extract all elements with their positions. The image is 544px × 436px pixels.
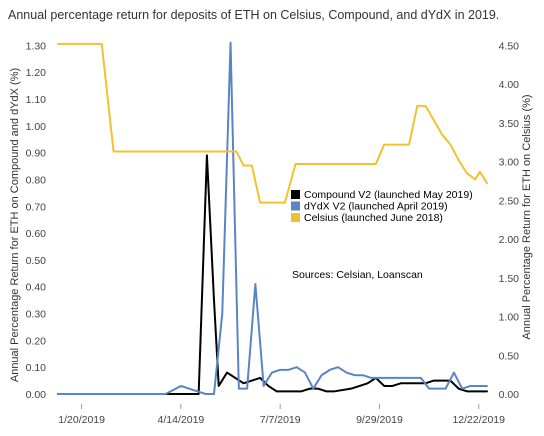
y-right-tick-label: 3.50 <box>499 118 520 130</box>
y-left-tick-label: 1.00 <box>26 121 47 133</box>
y-right-tick-label: 1.00 <box>499 312 520 324</box>
y-right-tick-label: 3.00 <box>499 157 520 169</box>
y-right-tick-label: 0.00 <box>499 389 520 401</box>
source-annotation: Sources: Celsian, Loanscan <box>292 269 423 281</box>
y-left-tick-label: 0.90 <box>26 148 47 160</box>
x-tick-label: 9/29/2019 <box>356 414 403 426</box>
x-tick-label: 4/14/2019 <box>158 414 205 426</box>
chart-title: Annual percentage return for deposits of… <box>8 8 500 22</box>
legend-swatch <box>291 201 300 211</box>
legend-swatch <box>291 190 300 199</box>
x-tick-label: 1/20/2019 <box>58 414 105 426</box>
y-right-tick-label: 4.50 <box>499 40 520 52</box>
x-tick-label: 12/22/2019 <box>452 414 505 426</box>
y-left-tick-label: 0.40 <box>26 282 47 294</box>
y-left-axis-title: Annual Percentage Return for ETH on Comp… <box>9 68 21 382</box>
legend-label: Compound V2 (launched May 2019) <box>304 189 473 201</box>
y-left-tick-label: 0.80 <box>26 174 47 186</box>
y-left-tick-label: 0.20 <box>26 335 47 347</box>
legend-label: dYdX V2 (launched April 2019) <box>304 201 448 213</box>
y-left-tick-label: 0.10 <box>26 362 47 374</box>
x-tick-label: 7/7/2019 <box>260 414 301 426</box>
y-right-tick-label: 1.50 <box>499 273 520 285</box>
y-left-tick-label: 1.30 <box>26 40 47 52</box>
y-left-tick-label: 0.60 <box>26 228 47 240</box>
y-right-tick-label: 2.50 <box>499 195 520 207</box>
legend-label: Celsius (launched June 2018) <box>304 212 443 224</box>
y-right-tick-label: 2.00 <box>499 234 520 246</box>
y-left-tick-label: 0.30 <box>26 309 47 321</box>
y-right-axis-title: Annual Percentage Return for ETH on Cels… <box>521 94 533 339</box>
series-line-3 <box>57 42 488 204</box>
y-left-tick-label: 0.00 <box>26 389 47 401</box>
y-left-tick-label: 1.20 <box>26 67 47 79</box>
y-left-tick-label: 0.70 <box>26 201 47 213</box>
series-line-2 <box>57 41 488 395</box>
legend-swatch <box>291 213 300 222</box>
y-right-tick-label: 0.50 <box>499 350 520 362</box>
y-left-tick-label: 1.10 <box>26 94 47 106</box>
y-right-tick-label: 4.00 <box>499 79 520 91</box>
y-left-tick-label: 0.50 <box>26 255 47 267</box>
